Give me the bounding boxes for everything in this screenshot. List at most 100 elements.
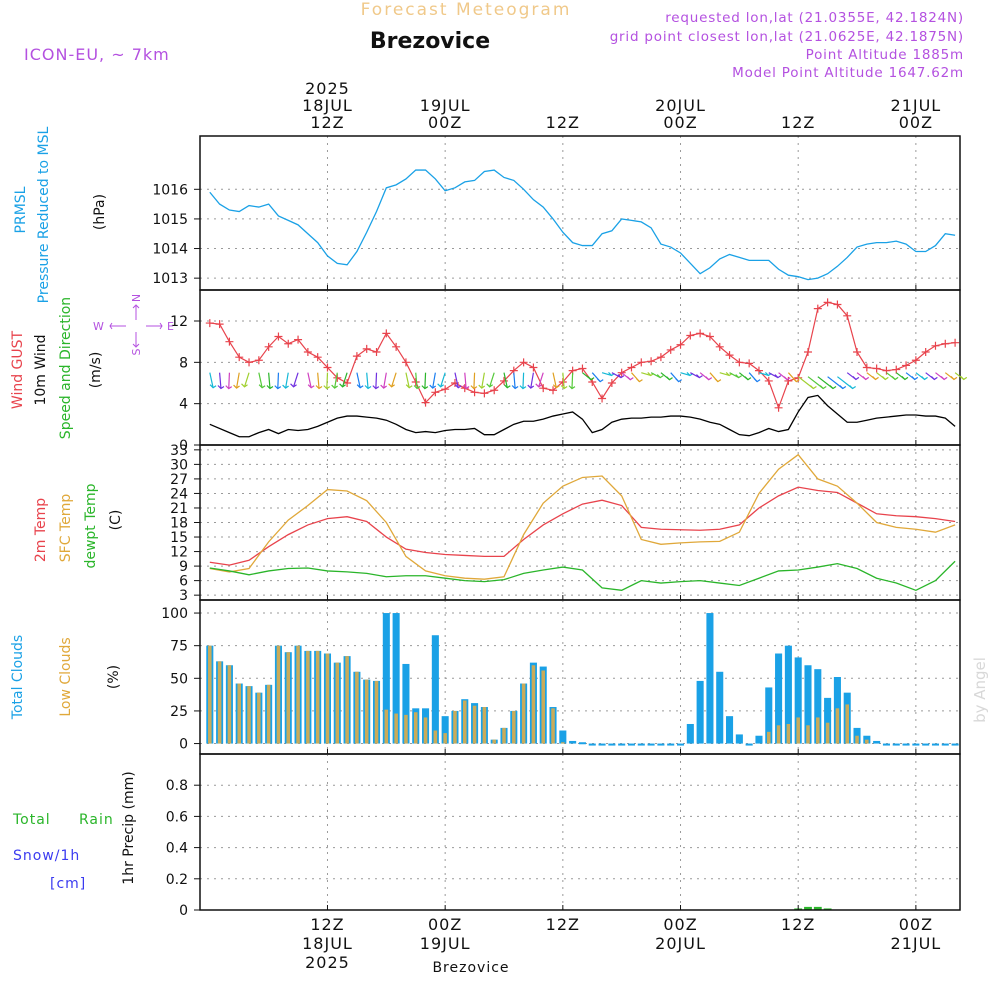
wind-unit: (m/s) (88, 352, 104, 389)
gust-marker (804, 348, 812, 356)
wind-direction-arrow (405, 372, 410, 388)
low-cloud-bar (315, 650, 320, 744)
wind-direction-arrow (641, 372, 651, 377)
y-tick-label: 0.2 (166, 872, 188, 888)
y-tick-label: 0 (179, 903, 188, 919)
low-cloud-bar (276, 645, 281, 744)
wind-arrow-head (560, 385, 568, 390)
wind-arrow-head (225, 385, 233, 390)
gust-marker (656, 353, 665, 362)
low-cloud-bar (472, 705, 477, 744)
gust-marker (254, 356, 263, 365)
total-cloud-bar (931, 743, 940, 746)
low-cloud-bar (257, 692, 261, 744)
wind-direction-arrow (503, 372, 508, 388)
cloud-panel: 0 25 50 75 100 (161, 599, 961, 755)
low-cloud-bar (247, 686, 251, 744)
low-cloud-bar (266, 684, 271, 744)
gust-marker (313, 353, 322, 362)
y-tick-label: 0.4 (166, 841, 188, 857)
wind-arrow-head (258, 384, 266, 389)
gust-marker (813, 304, 822, 313)
y-tick-label: 0 (179, 438, 188, 454)
wind-direction-arrow (440, 372, 446, 387)
y-tick-label: 18 (170, 516, 188, 532)
low-cloud-bar (521, 683, 526, 744)
low-cloud-bar (453, 710, 457, 744)
gust-marker (549, 386, 558, 395)
wind-direction-arrow (481, 372, 485, 389)
time-axis-label: 20JUL (655, 96, 706, 115)
total-cloud-bar (794, 657, 802, 744)
gust-marker (607, 379, 616, 387)
gust-marker (490, 386, 499, 395)
wind-direction-arrow (489, 372, 495, 387)
wind-arrow-head (290, 383, 297, 388)
time-axis-label: 12Z (781, 915, 815, 934)
time-axis-label: 12Z (781, 113, 815, 132)
wind-arrow-head (233, 384, 240, 389)
rain-bar (813, 906, 822, 910)
wind-arrow-head (960, 376, 968, 381)
gust-marker (892, 365, 901, 374)
time-axis-label: 12Z (310, 113, 344, 132)
wind-direction-arrow (415, 372, 418, 389)
time-axis-label: 00Z (428, 113, 462, 132)
wind-arrow-head (372, 385, 380, 390)
total-cloud-bar (578, 742, 586, 745)
wind-panel: 0 4 8 12 (170, 289, 968, 454)
gust-marker (951, 338, 960, 347)
wind-arrow-head (274, 385, 282, 390)
gust-marker (627, 363, 636, 372)
low-cloud-bar (463, 700, 467, 744)
time-axis-label: 21JUL (891, 934, 942, 953)
gust-marker (715, 342, 724, 351)
wind-arrow-head (331, 384, 338, 389)
wind-arrow-head (315, 385, 323, 390)
pressure-label: Pressure Reduced to MSL (36, 126, 52, 303)
gust-marker (343, 379, 352, 387)
wind-arrow-head (675, 378, 683, 383)
gust-marker (647, 357, 656, 366)
gust-marker (725, 351, 734, 360)
compass-s-label: S (130, 348, 143, 355)
wind-arrow-head (656, 374, 664, 379)
wind-arrow-head (901, 376, 909, 381)
wind-arrow-head (209, 384, 217, 389)
time-axis-label: 12Z (546, 113, 580, 132)
gust-marker (392, 342, 401, 351)
gust-marker (666, 345, 675, 354)
total-cloud-bar (892, 743, 900, 746)
wind-arrow-head (636, 378, 643, 383)
rain-label-2: Rain (79, 812, 114, 828)
low-cloud-bar (355, 671, 359, 744)
wind-arrow-head (862, 376, 870, 381)
gust-marker (598, 394, 607, 403)
y-tick-label: 27 (170, 472, 188, 488)
wind-arrow-head (380, 384, 388, 389)
y-tick-label: 0 (179, 737, 188, 753)
wind-arrow-head (462, 385, 470, 390)
wind-arrow-head (881, 376, 889, 381)
wind-arrow-head (413, 385, 421, 390)
total-cloud-bar (676, 743, 685, 746)
gust-marker (686, 331, 695, 340)
time-axis-label: 00Z (663, 113, 697, 132)
gust-marker (401, 358, 410, 367)
wind-direction-arrow (513, 372, 516, 389)
total-cloud-bar (627, 743, 636, 746)
total-cloud-bar (618, 743, 626, 746)
wind-direction-arrow (307, 372, 312, 388)
gust-label: Wind GUST (10, 330, 26, 409)
wind-direction-arrow (391, 372, 397, 387)
gust-marker (372, 348, 381, 356)
low-cloud-bar (492, 739, 496, 744)
gust-marker (303, 348, 312, 356)
total-cloud-bar (912, 743, 920, 746)
total-cloud-bar (559, 730, 567, 744)
wind-arrow-head (470, 385, 478, 390)
gust-marker (833, 300, 842, 309)
